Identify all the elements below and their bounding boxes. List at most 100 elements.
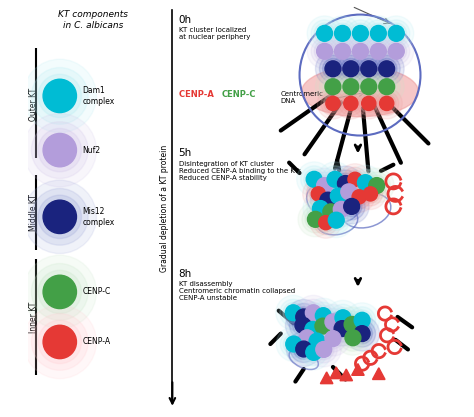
Circle shape [310,302,337,329]
Text: 0h: 0h [179,15,192,25]
Circle shape [323,58,343,79]
Circle shape [308,211,323,227]
Circle shape [296,309,311,325]
Circle shape [352,323,373,344]
Circle shape [340,76,361,97]
Circle shape [327,171,343,187]
Circle shape [313,194,348,229]
Circle shape [386,41,407,62]
Circle shape [335,25,350,41]
Circle shape [290,336,317,362]
Circle shape [303,328,330,354]
Polygon shape [320,372,333,384]
Text: Middle KT: Middle KT [29,194,38,231]
Circle shape [336,320,370,355]
Circle shape [352,310,373,331]
Circle shape [43,325,76,359]
Circle shape [333,201,349,217]
Circle shape [320,201,341,222]
Circle shape [365,20,392,47]
Circle shape [380,96,394,111]
Circle shape [343,34,378,69]
Circle shape [328,196,355,223]
Circle shape [290,312,316,339]
Circle shape [344,181,375,212]
Circle shape [350,41,371,62]
Circle shape [328,315,356,342]
Circle shape [316,342,332,357]
Circle shape [347,38,374,65]
Circle shape [299,330,315,346]
Circle shape [290,320,325,355]
Circle shape [317,178,332,193]
Circle shape [314,23,335,44]
Text: Centromeric
DNA: Centromeric DNA [281,91,324,105]
Circle shape [23,255,97,329]
Text: Mis12
complex: Mis12 complex [82,207,115,226]
Circle shape [295,317,311,333]
Circle shape [328,212,344,228]
Circle shape [23,305,97,379]
Circle shape [332,318,352,339]
Circle shape [324,94,342,113]
Circle shape [344,198,360,214]
Circle shape [31,68,88,124]
Circle shape [376,76,397,97]
Circle shape [306,332,341,367]
Circle shape [317,214,335,232]
Circle shape [325,183,352,209]
Circle shape [335,173,356,194]
Circle shape [326,210,346,231]
Circle shape [43,200,76,234]
Circle shape [326,96,340,111]
Circle shape [305,209,326,230]
Circle shape [23,59,97,133]
Circle shape [316,304,350,339]
Circle shape [350,23,371,44]
Circle shape [342,94,360,113]
Circle shape [306,171,322,187]
Circle shape [357,91,381,116]
Circle shape [313,339,334,360]
Circle shape [306,182,330,206]
Circle shape [352,190,366,204]
Circle shape [333,69,368,104]
Circle shape [307,168,342,203]
Circle shape [293,306,314,327]
Circle shape [311,172,338,199]
Circle shape [31,314,88,370]
Circle shape [276,295,311,330]
Circle shape [310,207,341,238]
Circle shape [311,20,338,47]
Circle shape [23,180,97,254]
Circle shape [38,128,82,172]
Circle shape [386,23,407,44]
Circle shape [309,185,328,203]
Circle shape [43,79,76,113]
Circle shape [324,192,359,227]
Circle shape [345,330,361,346]
Circle shape [361,34,396,69]
Circle shape [379,16,414,51]
Circle shape [303,302,324,323]
Circle shape [306,298,341,333]
Circle shape [347,20,374,47]
Circle shape [310,198,331,219]
Circle shape [307,34,342,69]
Circle shape [354,326,370,342]
Circle shape [43,275,76,309]
Circle shape [283,334,304,354]
Circle shape [38,320,82,364]
Circle shape [323,328,343,349]
Circle shape [345,303,380,338]
Circle shape [303,178,334,209]
Circle shape [320,192,336,208]
Circle shape [388,25,404,41]
Circle shape [335,43,350,59]
Circle shape [335,178,362,205]
Circle shape [296,341,311,357]
Circle shape [314,187,341,214]
Circle shape [283,302,303,323]
Circle shape [315,318,331,334]
Text: Inner KT: Inner KT [29,301,38,332]
